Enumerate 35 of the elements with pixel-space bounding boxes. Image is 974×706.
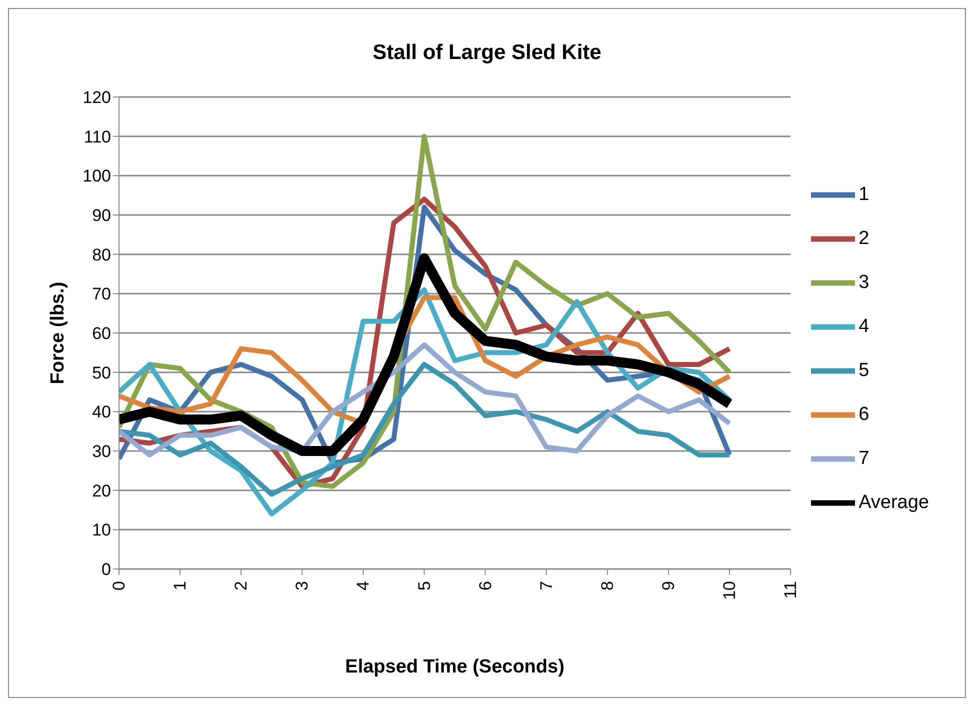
y-tick-label: 100: [82, 166, 111, 186]
x-tick-label: 9: [658, 581, 678, 590]
legend-label: 7: [858, 448, 870, 470]
y-tick-label: 40: [92, 402, 111, 422]
x-tick-label: 10: [720, 581, 740, 600]
x-tick-label: 4: [354, 581, 373, 590]
x-tick-label: 1: [170, 581, 190, 590]
y-axis-title: Force (lbs.): [48, 282, 69, 384]
chart-title: Stall of Large Sled Kite: [372, 41, 602, 65]
x-tick-label: 3: [292, 581, 312, 590]
y-tick-label: 90: [92, 206, 111, 226]
legend-label: 5: [858, 360, 870, 382]
y-tick-label: 60: [92, 324, 111, 344]
y-tick-label: 70: [92, 284, 111, 304]
x-axis-title: Elapsed Time (Seconds): [345, 656, 564, 678]
legend-label: Average: [858, 492, 929, 514]
legend-label: 1: [858, 184, 870, 206]
legend-label: 3: [858, 272, 870, 294]
x-tick-label: 8: [598, 581, 617, 590]
y-tick-label: 10: [92, 520, 111, 540]
x-tick-label: 2: [232, 581, 251, 590]
x-tick-label: 6: [476, 581, 495, 590]
y-tick-label: 20: [92, 481, 111, 500]
legend-label: 2: [858, 228, 870, 250]
y-tick-label: 80: [92, 245, 111, 264]
y-tick-label: 50: [92, 363, 111, 382]
legend-label: 6: [858, 404, 870, 426]
x-tick-label: 7: [536, 581, 556, 590]
legend-label: 4: [858, 316, 870, 338]
x-tick-label: 0: [110, 581, 128, 590]
y-tick-label: 30: [92, 442, 111, 462]
y-tick-label: 120: [82, 88, 111, 108]
y-tick-label: 110: [84, 127, 111, 146]
x-tick-label: 5: [414, 581, 434, 590]
x-tick-label: 11: [781, 581, 800, 599]
